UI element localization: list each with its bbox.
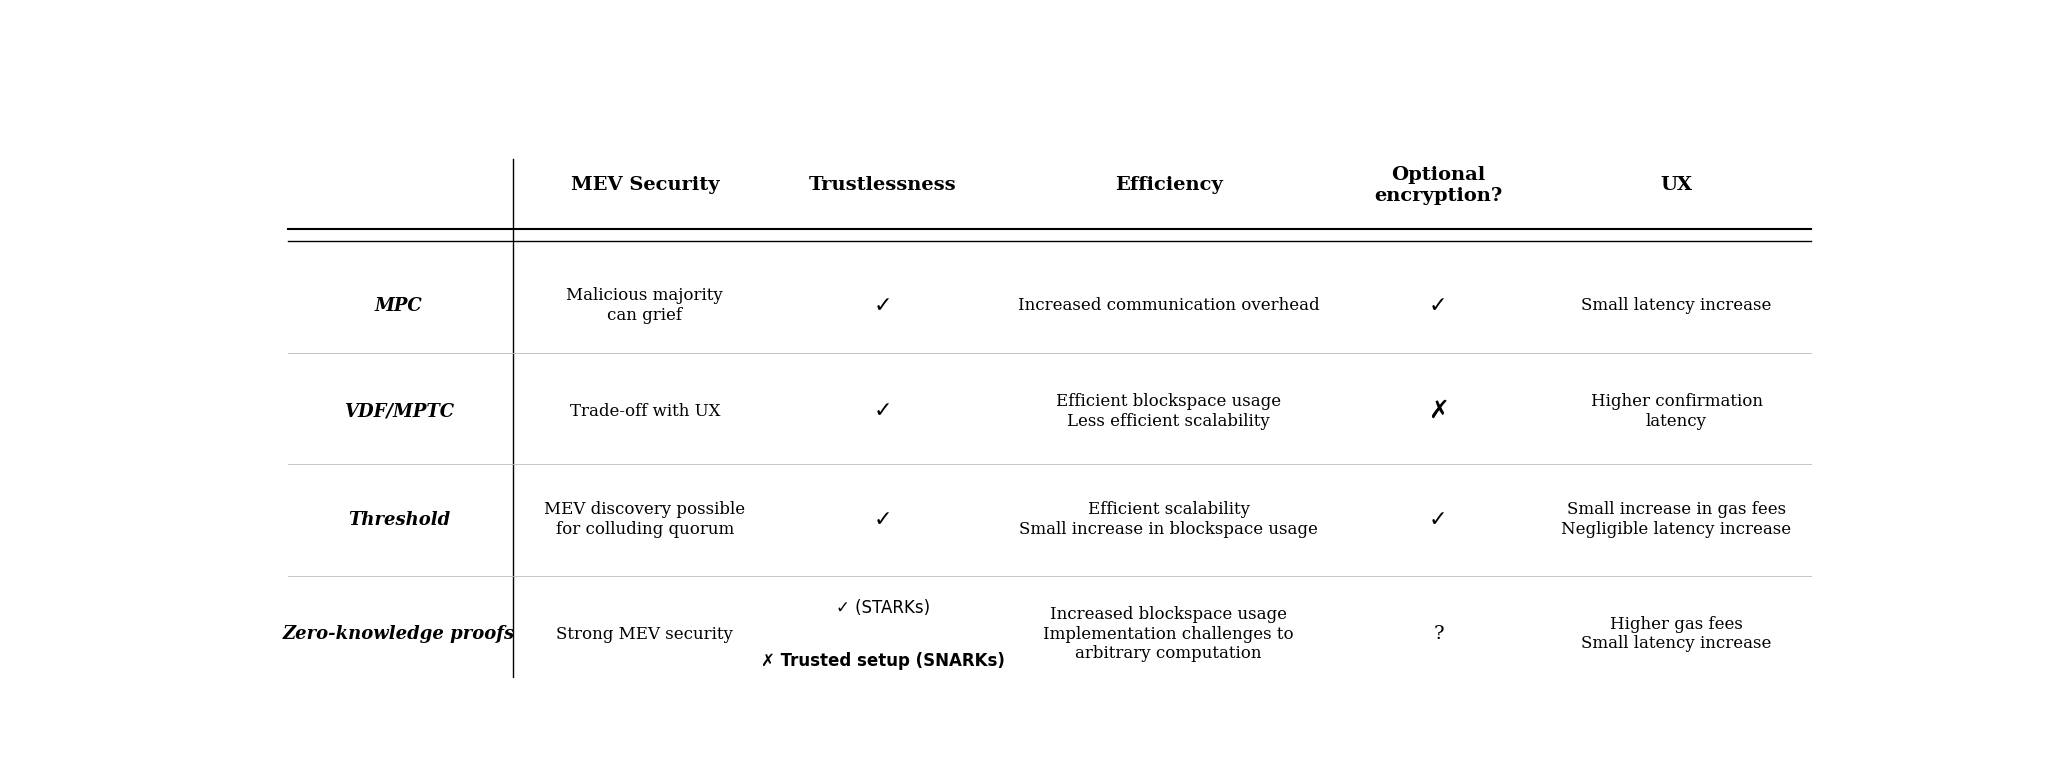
Text: MEV discovery possible
for colluding quorum: MEV discovery possible for colluding quo… bbox=[545, 501, 745, 538]
Text: Higher confirmation
latency: Higher confirmation latency bbox=[1591, 393, 1763, 430]
Text: Increased communication overhead: Increased communication overhead bbox=[1018, 297, 1319, 314]
Text: ✗ Trusted setup (SNARKs): ✗ Trusted setup (SNARKs) bbox=[762, 652, 1006, 670]
Text: ✓: ✓ bbox=[874, 402, 893, 421]
Text: Zero-knowledge proofs: Zero-knowledge proofs bbox=[283, 625, 514, 643]
Text: MEV Security: MEV Security bbox=[571, 176, 719, 194]
Text: Optional
encryption?: Optional encryption? bbox=[1374, 166, 1503, 205]
Text: ✓: ✓ bbox=[874, 296, 893, 315]
Text: VDF/MPTC: VDF/MPTC bbox=[344, 402, 455, 420]
Text: Efficient blockspace usage
Less efficient scalability: Efficient blockspace usage Less efficien… bbox=[1057, 393, 1282, 430]
Text: ✓: ✓ bbox=[1430, 296, 1448, 315]
Text: MPC: MPC bbox=[375, 296, 422, 315]
Text: Efficient scalability
Small increase in blockspace usage: Efficient scalability Small increase in … bbox=[1020, 501, 1319, 538]
Text: Small increase in gas fees
Negligible latency increase: Small increase in gas fees Negligible la… bbox=[1561, 501, 1792, 538]
Text: Threshold: Threshold bbox=[348, 511, 451, 529]
Text: ✓: ✓ bbox=[1430, 510, 1448, 530]
Text: Higher gas fees
Small latency increase: Higher gas fees Small latency increase bbox=[1581, 616, 1772, 652]
Text: Efficiency: Efficiency bbox=[1114, 176, 1223, 194]
Text: ?: ? bbox=[1434, 625, 1444, 643]
Text: UX: UX bbox=[1661, 176, 1692, 194]
Text: Strong MEV security: Strong MEV security bbox=[557, 626, 733, 642]
Text: Malicious majority
can grief: Malicious majority can grief bbox=[567, 287, 723, 324]
Text: ✓ (STARKs): ✓ (STARKs) bbox=[836, 599, 930, 616]
Text: Trade-off with UX: Trade-off with UX bbox=[569, 402, 721, 420]
Text: ✗: ✗ bbox=[1427, 399, 1450, 423]
Text: Increased blockspace usage
Implementation challenges to
arbitrary computation: Increased blockspace usage Implementatio… bbox=[1042, 606, 1294, 662]
Text: Trustlessness: Trustlessness bbox=[809, 176, 956, 194]
Text: ✓: ✓ bbox=[874, 510, 893, 530]
Text: Small latency increase: Small latency increase bbox=[1581, 297, 1772, 314]
